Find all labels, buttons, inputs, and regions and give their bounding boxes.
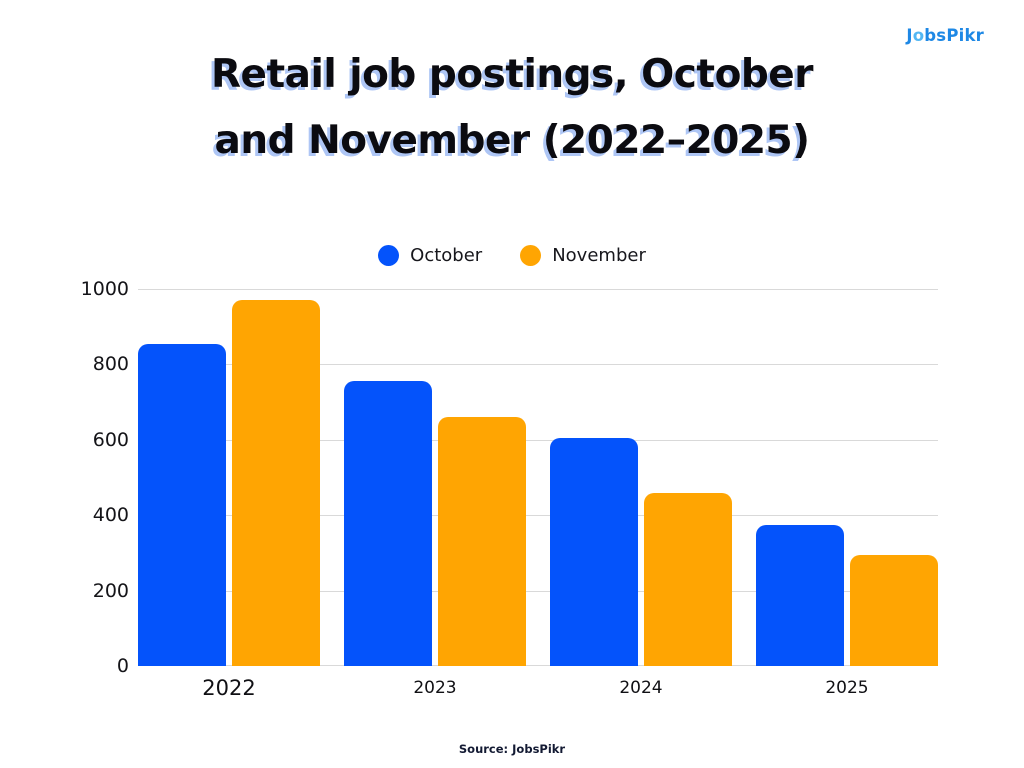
y-axis-tick-1000: 1000: [80, 278, 129, 300]
y-axis-tick-600: 600: [92, 428, 129, 451]
gridline-1000: [138, 289, 938, 290]
legend-item-november: November: [520, 245, 646, 266]
legend-label: October: [410, 245, 483, 266]
legend: October November: [0, 245, 1024, 266]
bar-october-2024: [550, 438, 638, 666]
chart-title: Retail job postings, October and Novembe…: [0, 42, 1024, 174]
x-axis-tick-2022: 2022: [202, 676, 256, 700]
bar-group-2025: [756, 525, 938, 666]
gridline-800: [138, 364, 938, 366]
legend-dot-icon: [378, 245, 400, 266]
legend-dot-icon: [520, 245, 542, 266]
legend-item-october: October: [378, 245, 482, 266]
y-axis-tick-200: 200: [92, 579, 129, 602]
bar-october-2022: [138, 344, 226, 666]
x-axis-tick-2024: 2024: [619, 678, 663, 698]
y-axis-tick-400: 400: [92, 504, 129, 527]
logo-aperture-o-icon: o: [912, 26, 925, 45]
gridline-600: [138, 439, 938, 441]
chart-title-line-2: and November (2022–2025): [214, 118, 810, 163]
bar-group-2024: [550, 438, 732, 666]
bars-container: [138, 289, 938, 666]
y-axis-tick-0: 0: [116, 655, 129, 677]
jobspikr-logo: JobsPikr: [906, 26, 984, 45]
y-axis-tick-800: 800: [92, 353, 129, 376]
bar-chart: 0 200 400 600 800 1000 2022 2023 2024 2025: [81, 278, 938, 700]
logo-part-j: J: [906, 26, 913, 45]
chart-title-line-1: Retail job postings, October: [211, 52, 813, 97]
bar-october-2023: [344, 381, 432, 666]
x-axis-tick-2023: 2023: [413, 678, 457, 698]
logo-part-rest: bsPikr: [924, 26, 984, 45]
bar-group-2023: [344, 381, 526, 666]
gridline-0: [138, 665, 938, 666]
source-caption: Source: JobsPikr: [458, 742, 566, 756]
bar-november-2024: [644, 493, 732, 666]
bar-november-2022: [232, 300, 320, 666]
legend-label: November: [552, 245, 646, 266]
gridline-200: [138, 590, 938, 592]
gridline-400: [138, 515, 938, 517]
bar-october-2025: [756, 525, 844, 666]
bar-group-2022: [138, 300, 320, 666]
bar-november-2025: [850, 555, 938, 666]
x-axis-tick-2025: 2025: [825, 678, 869, 698]
bar-november-2023: [438, 417, 526, 666]
